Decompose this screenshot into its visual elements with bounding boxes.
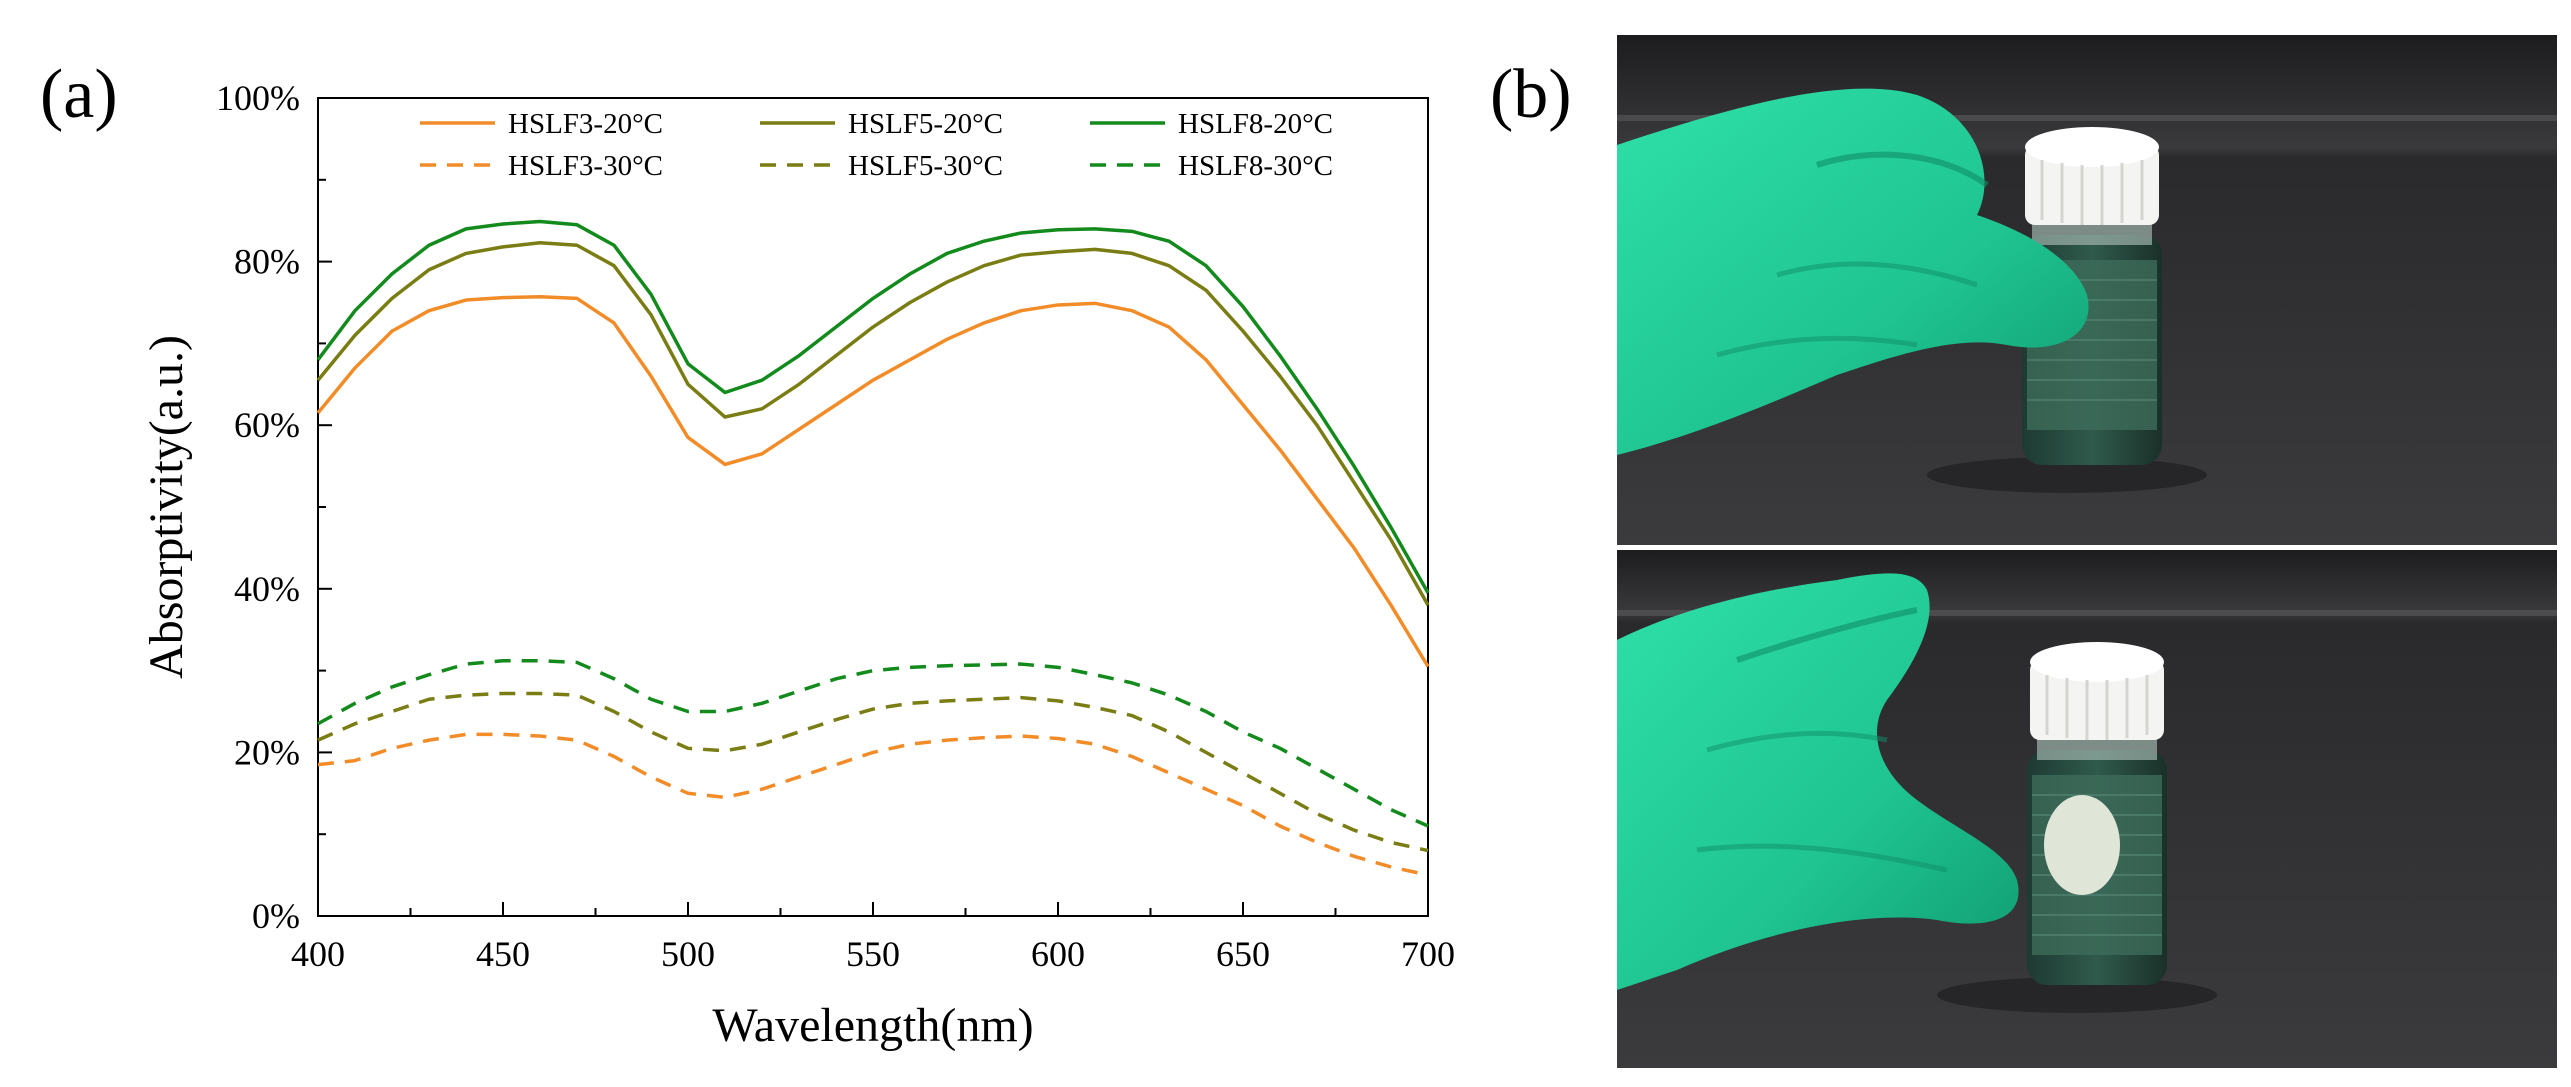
legend-label: HSLF5-20°C bbox=[848, 108, 1003, 140]
photo-vial-after-drawing bbox=[1617, 550, 2557, 1068]
series-line-hslf3-20-c bbox=[316, 295, 1430, 668]
x-tick-label: 600 bbox=[1031, 934, 1085, 974]
photo-vial-before-drawing bbox=[1617, 35, 2557, 545]
y-tick-label: 80% bbox=[234, 242, 300, 282]
legend-label: HSLF8-20°C bbox=[1178, 108, 1333, 140]
x-tick-label: 450 bbox=[476, 934, 530, 974]
x-axis-title: Wavelength(nm) bbox=[712, 999, 1033, 1052]
plot-frame bbox=[317, 97, 1429, 917]
y-tick-label: 20% bbox=[234, 732, 300, 772]
x-tick-label: 700 bbox=[1401, 934, 1455, 974]
absorptivity-chart: 400 450 500 550 600 650 700 0% 20% 40% 60% 80% 100% W… bbox=[140, 78, 1455, 1052]
legend-label: HSLF3-30°C bbox=[508, 150, 663, 182]
photo-vial-after bbox=[1617, 550, 2557, 1068]
series-line-hslf5-30-c bbox=[317, 691, 1429, 853]
legend-label: HSLF3-20°C bbox=[508, 108, 663, 140]
x-tick-label: 400 bbox=[291, 934, 345, 974]
x-tick-label: 650 bbox=[1216, 934, 1270, 974]
series-line-hslf5-20-c bbox=[316, 241, 1430, 607]
y-tick-label: 0% bbox=[252, 896, 300, 936]
x-tick-label: 500 bbox=[661, 934, 715, 974]
photo-vial-before bbox=[1617, 35, 2557, 545]
x-tick-label: 550 bbox=[846, 934, 900, 974]
legend-label: HSLF8-30°C bbox=[1178, 150, 1333, 182]
panel-label-b: (b) bbox=[1490, 56, 1572, 133]
series-line-hslf8-30-c bbox=[317, 659, 1429, 828]
y-axis-title: Absorptivity(a.u.) bbox=[140, 335, 193, 679]
legend-label: HSLF5-30°C bbox=[848, 150, 1003, 182]
series-line-hslf8-20-c bbox=[316, 219, 1430, 594]
y-tick-label: 60% bbox=[234, 405, 300, 445]
y-tick-label: 100% bbox=[216, 78, 300, 118]
panel-label-a: (a) bbox=[40, 56, 118, 133]
series-line-hslf3-30-c bbox=[317, 732, 1429, 877]
y-tick-label: 40% bbox=[234, 569, 300, 609]
